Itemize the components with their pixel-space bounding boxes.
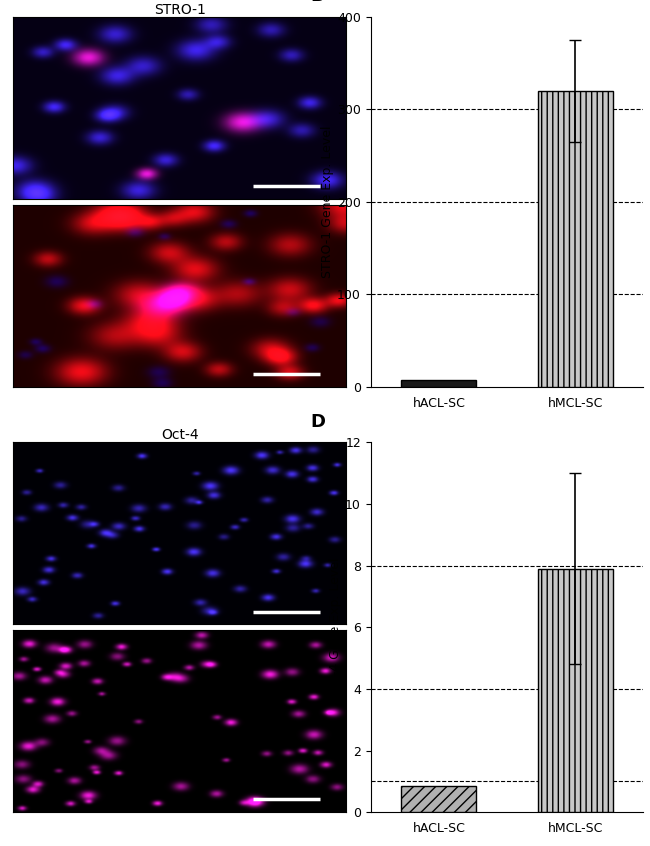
Bar [538, 569, 613, 812]
Bar [402, 786, 476, 812]
Y-axis label: STRO-1 Gene Exp. Level: STRO-1 Gene Exp. Level [321, 125, 334, 278]
Title: Oct-4: Oct-4 [161, 428, 198, 442]
Bar [402, 381, 476, 387]
Y-axis label: Oct-4 Gene Exp. Level: Oct-4 Gene Exp. Level [330, 558, 343, 697]
Text: D: D [311, 413, 326, 431]
Bar [538, 91, 613, 387]
Text: B: B [311, 0, 324, 5]
Title: STRO-1: STRO-1 [154, 3, 205, 17]
